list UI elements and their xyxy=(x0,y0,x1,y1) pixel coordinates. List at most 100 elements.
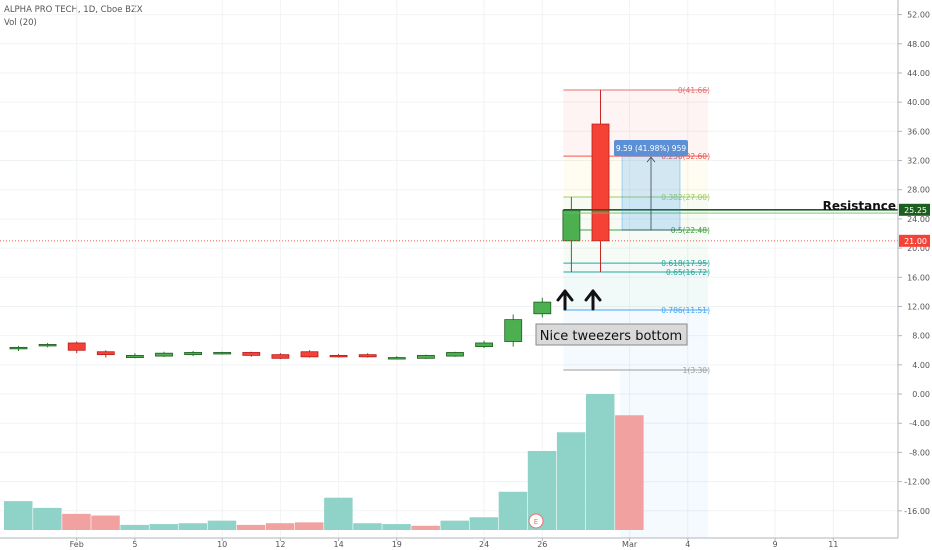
fib-band xyxy=(563,230,708,264)
volume-bar xyxy=(440,520,469,530)
price-tick-label: 36.00 xyxy=(907,127,930,136)
volume-bar xyxy=(178,523,208,530)
volume-bar xyxy=(586,394,615,530)
fib-band xyxy=(563,263,708,311)
candle xyxy=(184,351,203,357)
volume-bar xyxy=(615,415,644,530)
price-tick-label: 20.00 xyxy=(907,244,930,253)
time-tick-label: 4 xyxy=(685,540,690,549)
price-label-tag xyxy=(899,203,930,216)
candle-body xyxy=(96,351,115,356)
price-tick-label: 28.00 xyxy=(907,186,930,195)
time-tick-label: 24 xyxy=(479,540,489,549)
earnings-badge xyxy=(528,513,544,529)
overlays: 9.59 (41.98%) 959 Resistance Nice tweezers… xyxy=(0,140,898,529)
price-tick-label: 52.00 xyxy=(907,11,930,20)
measure-label-text: 9.59 (41.98%) 959 xyxy=(616,144,686,153)
price-tick-label: 32.00 xyxy=(907,157,930,166)
candle-body xyxy=(562,209,581,242)
price-tick-label: -12.00 xyxy=(904,478,930,487)
volume-bar xyxy=(207,520,237,530)
candles xyxy=(9,89,610,360)
candle-body xyxy=(242,352,261,356)
time-tick-label: Mar xyxy=(622,540,638,549)
volume-bar xyxy=(62,513,91,530)
candle xyxy=(9,345,28,351)
candle-body xyxy=(184,352,203,356)
fib-level-label: 0.5(22.48) xyxy=(671,226,710,235)
fib-level-label: 0.618(17.95) xyxy=(661,259,710,268)
candle xyxy=(446,351,464,357)
fib-level-label: 1(3.30) xyxy=(683,366,710,375)
candle-body xyxy=(9,346,28,350)
candle-body xyxy=(329,354,348,358)
time-axis-bg xyxy=(0,538,898,550)
candle-body xyxy=(155,352,173,357)
candle xyxy=(67,341,86,354)
volume-bar xyxy=(91,515,120,530)
fib-band xyxy=(563,197,708,231)
candle-body xyxy=(475,342,494,348)
candle-body xyxy=(416,354,435,359)
fib-level-label: 0.65(16.72) xyxy=(666,268,710,277)
volume-bar xyxy=(295,522,324,530)
volume-indicator-label[interactable]: Vol (20) xyxy=(4,18,37,28)
fib-level-label: 0.236(32.60) xyxy=(661,152,710,161)
candle xyxy=(504,314,523,347)
candle xyxy=(475,340,494,349)
volume-bar xyxy=(556,432,586,530)
price-tick-label: -4.00 xyxy=(909,419,930,428)
volume-bar xyxy=(411,525,440,530)
volume-bar xyxy=(265,523,295,530)
time-tick-label: 11 xyxy=(828,540,838,549)
resistance-label: Resistance xyxy=(823,199,896,213)
price-tick-label: 8.00 xyxy=(912,332,930,341)
volume-bars xyxy=(4,394,644,530)
volume-bar xyxy=(324,497,353,530)
volume-bar xyxy=(469,517,499,530)
fib-level-label: 0(41.66) xyxy=(678,86,710,95)
time-tick-label: 5 xyxy=(132,540,137,549)
time-tick-label: 14 xyxy=(334,540,344,549)
candle-body xyxy=(387,357,406,360)
candle xyxy=(126,353,144,359)
up-arrow-stroke xyxy=(584,289,602,311)
volume-bar xyxy=(498,491,528,530)
time-tick-label: 19 xyxy=(392,540,402,549)
time-tick-label: 12 xyxy=(275,540,285,549)
price-label-text: 21.00 xyxy=(904,237,927,246)
price-tick-label: 0.00 xyxy=(912,390,930,399)
candle-body xyxy=(38,344,57,347)
candle xyxy=(300,350,319,358)
candle xyxy=(213,351,232,355)
time-tick-label: 9 xyxy=(773,540,778,549)
measure-label-box xyxy=(614,140,688,156)
fib-band xyxy=(563,156,708,198)
candle-body xyxy=(504,319,523,342)
candle xyxy=(155,351,173,357)
candle-body xyxy=(446,352,464,357)
price-tick-label: 16.00 xyxy=(907,273,930,282)
candle-body xyxy=(300,351,319,358)
up-arrow-icon xyxy=(584,289,602,311)
candle xyxy=(242,351,261,357)
candle-body xyxy=(591,123,610,242)
candle-body xyxy=(126,354,144,358)
volume-bar xyxy=(236,524,266,530)
chart-title: ALPHA PRO TECH, 1D, Cboe BZX xyxy=(4,5,143,15)
tweezers-label-box xyxy=(535,323,688,346)
price-tick-label: 48.00 xyxy=(907,40,930,49)
price-label-text: 25.25 xyxy=(904,206,927,215)
price-tick-label: -8.00 xyxy=(909,448,930,457)
up-arrow-stroke xyxy=(556,289,574,311)
candle xyxy=(96,350,115,358)
candle xyxy=(38,342,57,348)
candle-body xyxy=(67,342,86,351)
volume-bar xyxy=(4,501,33,530)
candle xyxy=(416,354,435,360)
time-tick-label: 26 xyxy=(537,540,547,549)
price-label-tag xyxy=(899,234,930,247)
up-arrow-icon xyxy=(556,289,574,311)
